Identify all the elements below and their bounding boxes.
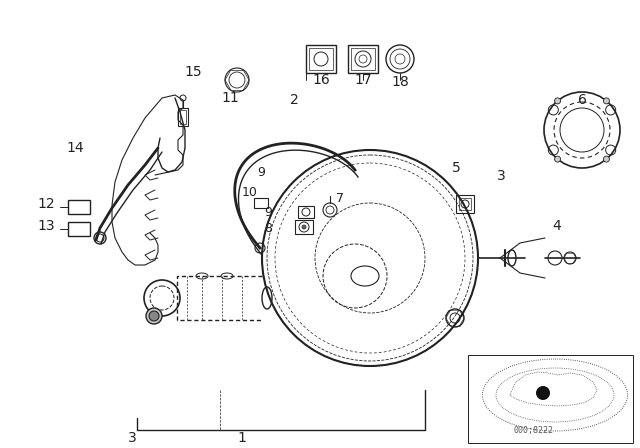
Circle shape [149, 311, 159, 321]
Circle shape [555, 156, 561, 162]
Bar [456, 195, 474, 213]
Bar [178, 108, 188, 126]
Text: 2: 2 [290, 93, 299, 107]
Bar [295, 220, 313, 234]
Text: 1: 1 [237, 431, 246, 445]
Bar [306, 45, 336, 73]
Circle shape [604, 156, 609, 162]
Text: 9: 9 [257, 165, 265, 178]
Text: 8: 8 [264, 221, 272, 234]
Circle shape [302, 225, 306, 229]
Bar [351, 48, 375, 70]
Bar [68, 222, 90, 236]
Circle shape [604, 98, 609, 104]
Text: 15: 15 [184, 65, 202, 79]
Text: 5: 5 [452, 161, 461, 175]
Text: 7: 7 [336, 191, 344, 204]
Text: 11: 11 [221, 91, 239, 105]
Text: 14: 14 [67, 141, 84, 155]
Text: 10: 10 [242, 185, 258, 198]
Bar [298, 206, 314, 218]
Text: 3: 3 [127, 431, 136, 445]
Text: 12: 12 [37, 197, 55, 211]
Circle shape [555, 98, 561, 104]
Text: 9: 9 [264, 206, 272, 219]
Text: 13: 13 [37, 219, 55, 233]
Bar [254, 198, 268, 208]
Bar [459, 198, 471, 210]
Text: 000;8222: 000;8222 [513, 426, 553, 435]
Bar [309, 48, 333, 70]
Text: 4: 4 [552, 219, 561, 233]
Text: 16: 16 [312, 73, 330, 87]
Circle shape [146, 308, 162, 324]
Text: 3: 3 [497, 169, 506, 183]
Text: 18: 18 [391, 75, 409, 89]
Text: 6: 6 [578, 93, 587, 107]
Text: 17: 17 [354, 73, 372, 87]
Circle shape [536, 386, 550, 400]
Bar [468, 355, 633, 443]
Bar [180, 110, 186, 124]
Bar [68, 200, 90, 214]
Bar [348, 45, 378, 73]
